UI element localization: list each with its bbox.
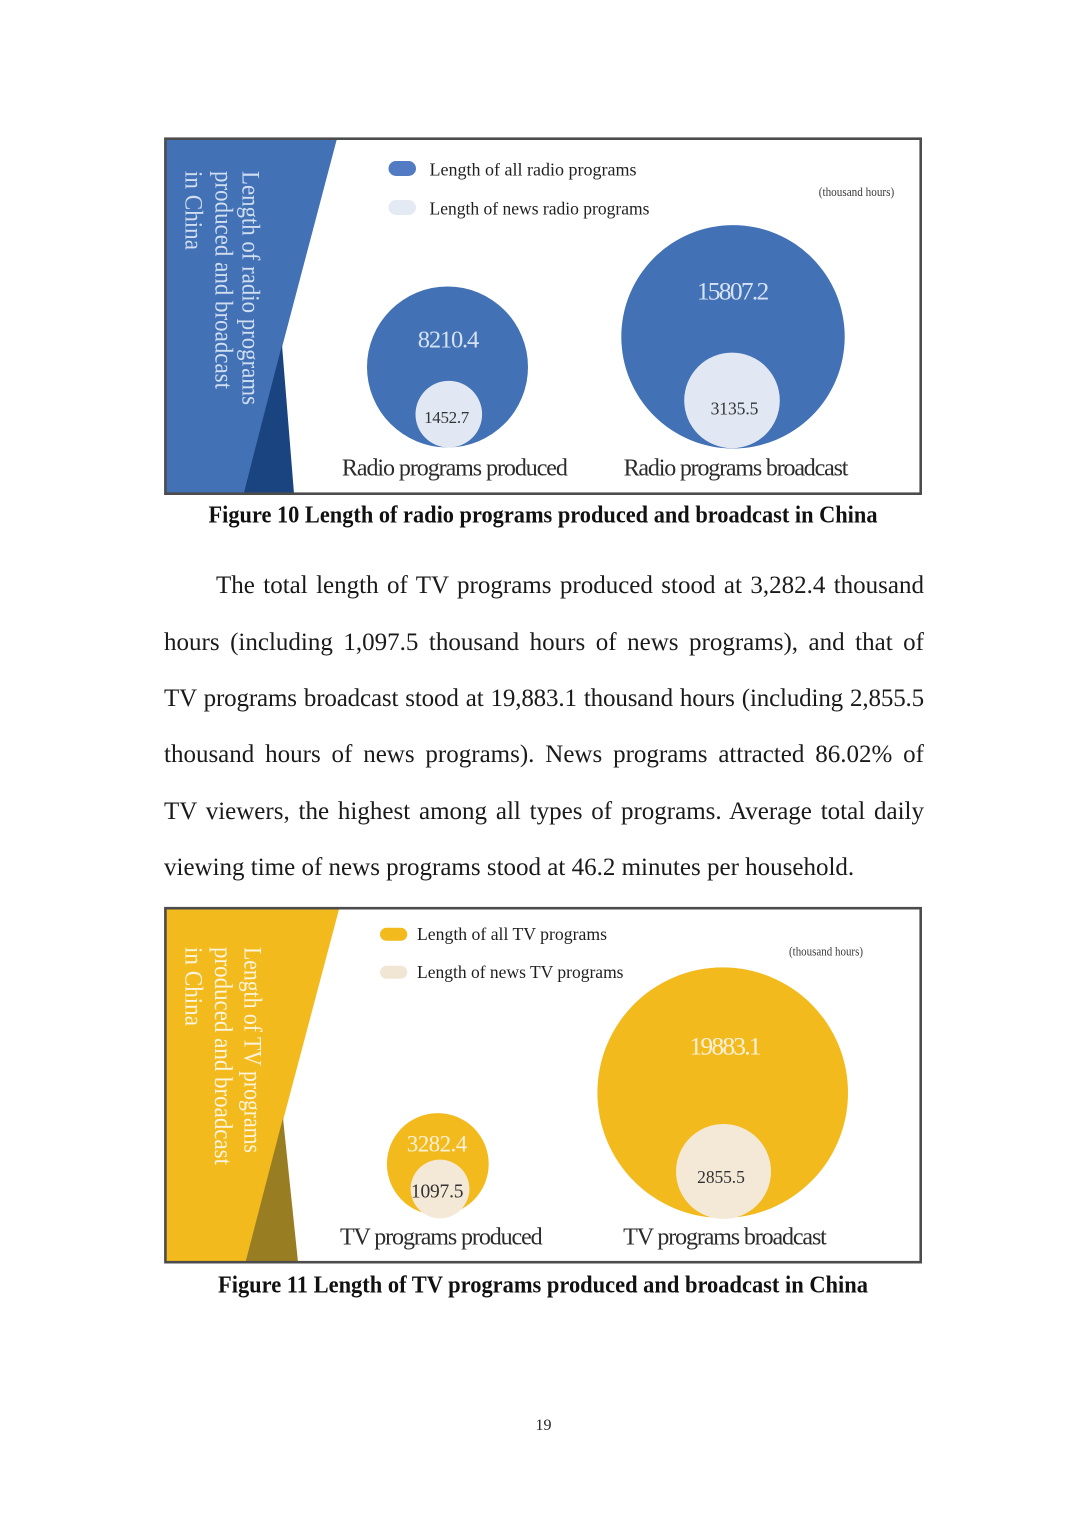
svg-text:Length of all radio programs: Length of all radio programs [430,160,637,180]
svg-text:Radio programs produced: Radio programs produced [342,456,568,482]
svg-text:Length of news radio programs: Length of news radio programs [430,199,650,219]
svg-text:(thousand hours): (thousand hours) [819,184,895,199]
svg-text:produced and broadcast: produced and broadcast [209,171,238,389]
svg-text:produced and broadcast: produced and broadcast [209,947,238,1165]
svg-text:3135.5: 3135.5 [711,398,759,418]
svg-text:in China: in China [180,947,209,1026]
svg-text:1452.7: 1452.7 [424,408,470,427]
svg-text:8210.4: 8210.4 [418,326,480,353]
svg-text:(thousand hours): (thousand hours) [789,944,863,959]
svg-text:2855.5: 2855.5 [697,1167,745,1187]
svg-text:in China: in China [179,171,208,250]
svg-text:TV programs broadcast: TV programs broadcast [623,1225,827,1251]
svg-text:Length of news TV programs: Length of news TV programs [417,962,624,982]
svg-text:Length of radio programs: Length of radio programs [236,171,265,405]
svg-text:Radio programs broadcast: Radio programs broadcast [624,456,849,482]
svg-text:15807.2: 15807.2 [697,276,770,305]
svg-text:1097.5: 1097.5 [411,1182,464,1203]
svg-text:3282.4: 3282.4 [407,1131,468,1156]
svg-text:TV programs produced: TV programs produced [340,1225,543,1251]
svg-text:Length of all TV programs: Length of all TV programs [417,924,607,944]
svg-text:19883.1: 19883.1 [689,1031,761,1060]
svg-text:Figure 11 Length of TV program: Figure 11 Length of TV programs produced… [218,1273,868,1299]
svg-text:Figure 10 Length of radio prog: Figure 10 Length of radio programs produ… [209,502,878,528]
svg-text:Length of TV programs: Length of TV programs [239,947,268,1153]
